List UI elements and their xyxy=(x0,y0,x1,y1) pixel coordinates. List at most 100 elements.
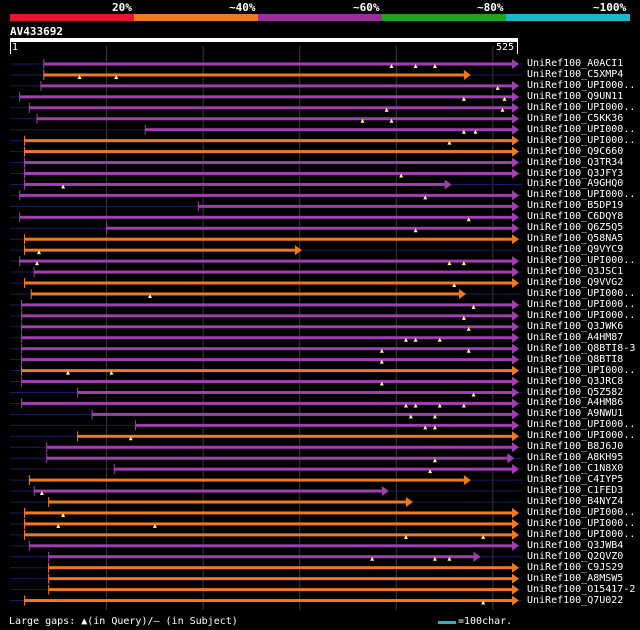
hit-label[interactable]: UniRef100_UPI000.. xyxy=(527,419,636,431)
hit-label[interactable]: UniRef100_Q8BTI8-3 xyxy=(527,342,636,354)
hit-label[interactable]: UniRef100_A8MSW5 xyxy=(527,572,624,584)
hit-label[interactable]: UniRef100_UPI000.. xyxy=(527,364,636,376)
hit-label[interactable]: UniRef100_B5DP19 xyxy=(527,200,624,212)
hit-bar[interactable] xyxy=(19,95,513,99)
hit-label[interactable]: UniRef100_UPI000.. xyxy=(527,506,636,518)
hit-label[interactable]: UniRef100_Q58NA5 xyxy=(527,233,624,245)
hit-label[interactable]: UniRef100_UPI000.. xyxy=(527,298,636,310)
hit-label[interactable]: UniRef100_UPI000.. xyxy=(527,101,636,113)
hit-bar[interactable] xyxy=(31,292,460,296)
hit-bar[interactable] xyxy=(24,248,295,252)
hit-bar[interactable] xyxy=(145,128,512,132)
hit-label[interactable]: UniRef100_UPI000.. xyxy=(527,287,636,299)
hit-label[interactable]: UniRef100_Q8BTI8 xyxy=(527,353,624,365)
hit-bar[interactable] xyxy=(21,347,513,351)
hit-bar[interactable] xyxy=(21,336,513,340)
hit-bar[interactable] xyxy=(24,150,512,154)
hit-bar[interactable] xyxy=(19,259,513,263)
hit-label[interactable]: UniRef100_A4HM86 xyxy=(527,397,624,409)
hit-label[interactable]: UniRef100_C5XMP4 xyxy=(527,68,624,80)
hit-bar[interactable] xyxy=(29,544,513,548)
hit-label[interactable]: UniRef100_UPI000.. xyxy=(527,189,636,201)
hit-label[interactable]: UniRef100_Q9VYC9 xyxy=(527,244,624,256)
hit-bar[interactable] xyxy=(77,391,512,394)
hit-bar[interactable] xyxy=(29,106,513,110)
hit-label[interactable]: UniRef100_Q9VVG2 xyxy=(527,277,624,288)
hit-bar[interactable] xyxy=(135,423,513,427)
hit-label[interactable]: UniRef100_UPI000.. xyxy=(527,309,636,321)
hit-bar[interactable] xyxy=(43,62,513,66)
hit-label[interactable]: UniRef100_Q3JSC1 xyxy=(527,266,624,278)
hit-label[interactable]: UniRef100_B4NYZ4 xyxy=(527,496,624,507)
hit-bar[interactable] xyxy=(48,566,512,570)
hit-bar[interactable] xyxy=(24,281,512,285)
hit-bar[interactable] xyxy=(48,577,512,581)
hit-bar[interactable] xyxy=(77,434,512,438)
hit-label[interactable]: UniRef100_C1N8X0 xyxy=(527,463,624,475)
hit-bar[interactable] xyxy=(24,172,512,175)
hit-label[interactable]: UniRef100_A8KH95 xyxy=(527,452,624,464)
hit-bar[interactable] xyxy=(106,226,513,230)
hit-label[interactable]: UniRef100_Q3JWK6 xyxy=(527,320,624,332)
hit-bar[interactable] xyxy=(34,270,513,274)
hit-bar[interactable] xyxy=(114,467,512,471)
hit-bar[interactable] xyxy=(34,489,382,493)
hit-bar[interactable] xyxy=(24,237,512,241)
hit-label[interactable]: UniRef100_UPI000.. xyxy=(527,134,636,146)
hit-label[interactable]: UniRef100_UPI000.. xyxy=(527,255,636,267)
hit-label[interactable]: UniRef100_Q5Z582 xyxy=(527,386,624,398)
hit-bar[interactable] xyxy=(24,522,512,526)
hit-bar[interactable] xyxy=(43,73,464,77)
hit-bar[interactable] xyxy=(46,445,512,449)
hit-bar[interactable] xyxy=(21,358,513,362)
hit-bar[interactable] xyxy=(48,500,406,504)
hit-bar[interactable] xyxy=(29,478,464,482)
hit-label[interactable]: UniRef100_A9GHQ0 xyxy=(527,178,624,190)
hit-label[interactable]: UniRef100_C5KK36 xyxy=(527,112,624,124)
hit-label[interactable]: UniRef100_Q3JFY3 xyxy=(527,167,624,179)
hit-bar[interactable] xyxy=(48,555,474,559)
hit-bar[interactable] xyxy=(24,511,512,515)
hit-label[interactable]: UniRef100_A4HM87 xyxy=(527,331,624,343)
hit-bar[interactable] xyxy=(37,117,512,121)
hit-bar[interactable] xyxy=(19,193,513,197)
hit-label[interactable]: UniRef100_UPI000.. xyxy=(527,517,636,529)
hit-bar[interactable] xyxy=(19,215,513,219)
hit-label[interactable]: UniRef100_UPI000.. xyxy=(527,430,636,442)
hit-label[interactable]: UniRef100_C4IYP5 xyxy=(527,474,624,486)
hit-label[interactable]: UniRef100_C6DQY8 xyxy=(527,211,624,223)
hit-label[interactable]: UniRef100_Q2QVZ0 xyxy=(527,550,624,562)
hit-label[interactable]: UniRef100_C9JS29 xyxy=(527,561,624,573)
hit-label[interactable]: UniRef100_Q3TR34 xyxy=(527,156,624,168)
hit-label[interactable]: UniRef100_B8J6J0 xyxy=(527,441,624,453)
hit-bar[interactable] xyxy=(24,182,445,186)
hit-bar[interactable] xyxy=(46,456,508,460)
hit-label[interactable]: UniRef100_A9NWU1 xyxy=(527,408,624,420)
hit-bar[interactable] xyxy=(40,84,512,88)
hit-bar[interactable] xyxy=(21,325,513,329)
hit-bar[interactable] xyxy=(21,303,513,307)
hit-bar[interactable] xyxy=(198,204,513,208)
hit-label[interactable]: UniRef100_Q7U022 xyxy=(527,594,624,606)
hit-bar[interactable] xyxy=(21,380,513,384)
hit-label[interactable]: UniRef100_Q3JWB4 xyxy=(527,539,624,551)
hit-label[interactable]: UniRef100_A0ACI1 xyxy=(527,58,624,69)
hit-bar[interactable] xyxy=(21,369,513,373)
hit-bar[interactable] xyxy=(24,139,512,143)
hit-bar[interactable] xyxy=(21,314,513,318)
hit-bar[interactable] xyxy=(24,161,512,165)
hit-label[interactable]: UniRef100_UPI000.. xyxy=(527,528,636,540)
hit-bar[interactable] xyxy=(24,533,512,537)
hit-label[interactable]: UniRef100_UPI000.. xyxy=(527,123,636,135)
hit-bar[interactable] xyxy=(21,401,513,405)
hit-label[interactable]: UniRef100_Q9C660 xyxy=(527,145,624,157)
hit-label[interactable]: UniRef100_Q9UN11 xyxy=(527,90,624,102)
hit-label[interactable]: UniRef100_O15417-2 xyxy=(527,583,636,595)
hit-label[interactable]: UniRef100_Q3JRC8 xyxy=(527,375,624,387)
hit-bar[interactable] xyxy=(48,588,512,592)
hit-bar[interactable] xyxy=(92,412,512,416)
hit-bar[interactable] xyxy=(24,599,512,603)
hit-label[interactable]: UniRef100_UPI000.. xyxy=(527,79,636,91)
hit-label[interactable]: UniRef100_C1FED3 xyxy=(527,485,624,497)
hit-label[interactable]: UniRef100_Q6Z5Q5 xyxy=(527,222,624,234)
